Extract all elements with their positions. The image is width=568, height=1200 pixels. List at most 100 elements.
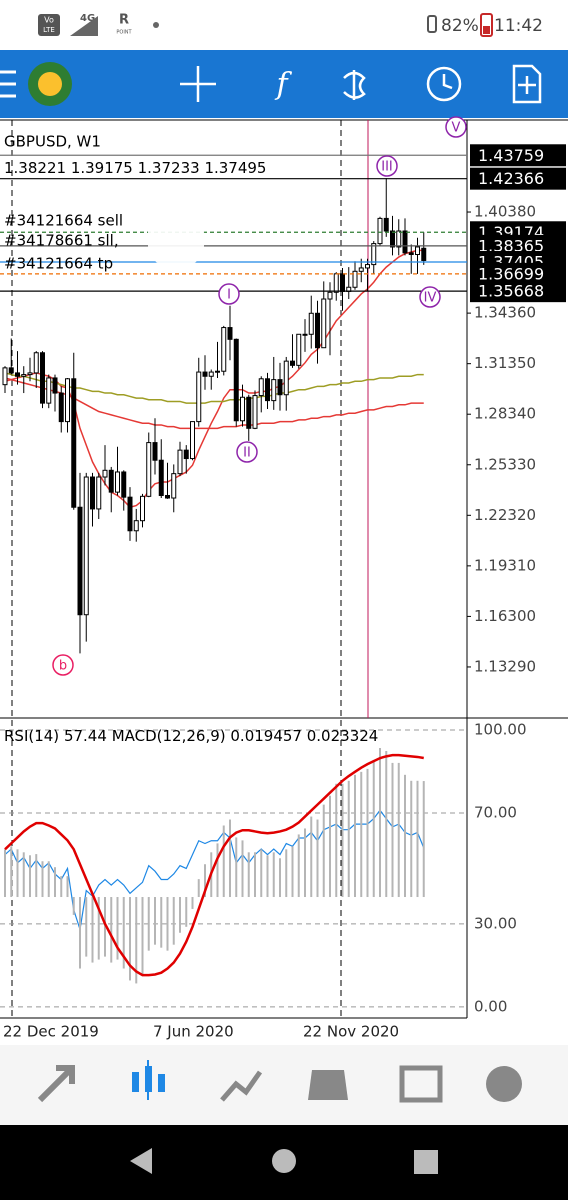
candle-body: [90, 476, 95, 510]
chart-area: [0, 119, 568, 1019]
recents-button[interactable]: [414, 1150, 438, 1174]
macd-bar: [366, 768, 369, 898]
candle-body: [290, 360, 295, 366]
macd-bar: [185, 897, 188, 927]
y-tick-label: 100.00: [474, 720, 527, 738]
candle-body: [408, 252, 414, 256]
y-tick-label: 70.00: [474, 804, 517, 822]
trade-tab[interactable]: [220, 1070, 263, 1102]
candle-body: [221, 327, 227, 372]
quotes-tab[interactable]: [37, 1065, 75, 1103]
candle-body: [371, 243, 377, 266]
macd-bar: [179, 897, 181, 933]
macd-bar: [329, 795, 331, 898]
y-tick-label: 1.34360: [474, 304, 536, 322]
price-level-box: [470, 262, 566, 285]
wave-label: IV: [424, 291, 437, 306]
signal-icon: [70, 16, 98, 36]
macd-bar: [322, 804, 325, 898]
wave-circle: [236, 441, 258, 463]
rsi-name: RSI(14): [4, 727, 59, 745]
battery-fill: [483, 26, 490, 34]
candle-body: [352, 270, 358, 288]
macd-bar: [154, 897, 156, 945]
macd-bar: [354, 774, 356, 898]
macd-bar: [335, 783, 338, 898]
macd-bar: [410, 780, 413, 898]
menu-button[interactable]: [0, 70, 16, 98]
macd-bar: [4, 849, 6, 898]
candle-body: [15, 372, 20, 377]
candle-body: [140, 495, 145, 522]
macd-bar: [272, 852, 275, 898]
order-label: #34121664 tp: [4, 255, 113, 273]
candle-body: [215, 370, 220, 373]
candle-body: [40, 352, 45, 404]
candle-body: [102, 469, 108, 478]
wave-label: b: [59, 659, 67, 674]
close-value: 1.37495: [204, 159, 266, 177]
volte-badge: [38, 14, 60, 36]
new-order-button[interactable]: [512, 64, 542, 104]
candle-body: [171, 473, 177, 499]
candle-body: [52, 377, 58, 394]
macd-bar: [97, 897, 100, 960]
candle-body: [327, 291, 333, 300]
y-tick-label: 1.13290: [474, 657, 536, 675]
y-tick-label: 1.16300: [474, 607, 536, 625]
x-tick-label: 7 Jun 2020: [153, 1023, 234, 1041]
wave-label: II: [243, 446, 251, 461]
macd-bar: [129, 897, 131, 981]
macd-bar: [216, 843, 219, 898]
home-button[interactable]: [272, 1149, 296, 1173]
candle-body: [383, 217, 389, 232]
wave-label: V: [452, 121, 461, 136]
y-tick-label: 30.00: [474, 914, 517, 932]
macd-bar: [260, 849, 263, 898]
dot-icon: [153, 22, 159, 28]
history-hands: [442, 74, 453, 90]
trade-button[interactable]: [343, 70, 366, 100]
app-logo-inner: [38, 72, 62, 96]
news-tab[interactable]: [399, 1065, 443, 1103]
macd-value: 0.019457: [230, 727, 302, 745]
macd-bar: [29, 855, 31, 898]
candle-body: [333, 273, 339, 293]
candle-body: [358, 267, 364, 272]
chat-tab[interactable]: [486, 1066, 522, 1102]
y-tick-label: 1.22320: [474, 506, 536, 524]
history-button[interactable]: [426, 66, 462, 102]
signal-value: 0.023324: [307, 727, 379, 745]
history-tab[interactable]: [308, 1070, 348, 1100]
candle-body: [165, 494, 170, 499]
macd-bar: [341, 783, 344, 898]
candle-body: [271, 379, 277, 402]
open-value: 1.38221: [4, 159, 66, 177]
macd-bar: [297, 834, 300, 898]
macd-bar: [91, 897, 94, 963]
low-value: 1.37233: [138, 159, 200, 177]
macd-bar: [372, 759, 375, 898]
crosshair-button[interactable]: [180, 66, 216, 102]
roaming-label: R: [119, 13, 129, 28]
macd-bar: [360, 771, 363, 898]
y-tick-label: 1.28340: [474, 405, 536, 423]
tab-bar: [0, 1045, 568, 1125]
rsi-line: [4, 809, 425, 930]
candle-body: [402, 230, 408, 254]
macd-bar: [110, 897, 113, 963]
candle-body: [365, 264, 370, 269]
macd-bar: [41, 861, 44, 898]
macd-bar: [285, 849, 288, 898]
back-button[interactable]: [130, 1148, 152, 1174]
candle-body: [315, 312, 320, 349]
macd-bar: [197, 879, 200, 898]
y-tick-label: 1.25330: [474, 455, 536, 473]
candle-body: [296, 333, 302, 366]
candle-body: [340, 273, 345, 292]
macd-bar: [291, 846, 294, 898]
chart-tab[interactable]: [132, 1060, 165, 1100]
candle-body: [190, 421, 195, 460]
candle-body: [183, 449, 189, 460]
